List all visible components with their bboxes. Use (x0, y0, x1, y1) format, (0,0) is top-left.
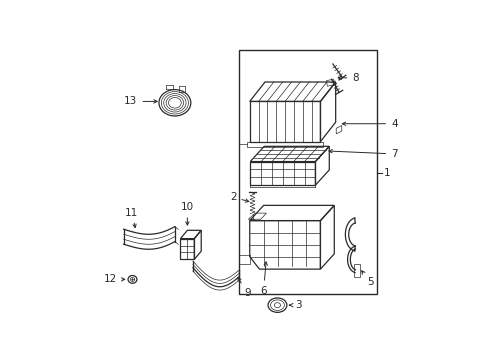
Text: 12: 12 (104, 274, 125, 284)
Text: 6: 6 (260, 262, 268, 296)
Text: 9: 9 (238, 278, 251, 298)
Text: 10: 10 (181, 202, 194, 225)
Bar (239, 50, 377, 294)
Bar (250, 162, 316, 185)
Text: 5: 5 (362, 271, 374, 287)
Text: 1: 1 (383, 168, 390, 179)
Bar (247, 141, 323, 147)
Bar (180, 239, 195, 260)
Text: 4: 4 (343, 119, 398, 129)
Text: 2: 2 (230, 192, 249, 202)
Text: 11: 11 (125, 207, 138, 228)
Text: 13: 13 (124, 96, 157, 107)
Text: 7: 7 (329, 149, 398, 159)
Bar (354, 264, 360, 278)
Text: 8: 8 (338, 73, 359, 83)
Text: 3: 3 (290, 300, 302, 310)
